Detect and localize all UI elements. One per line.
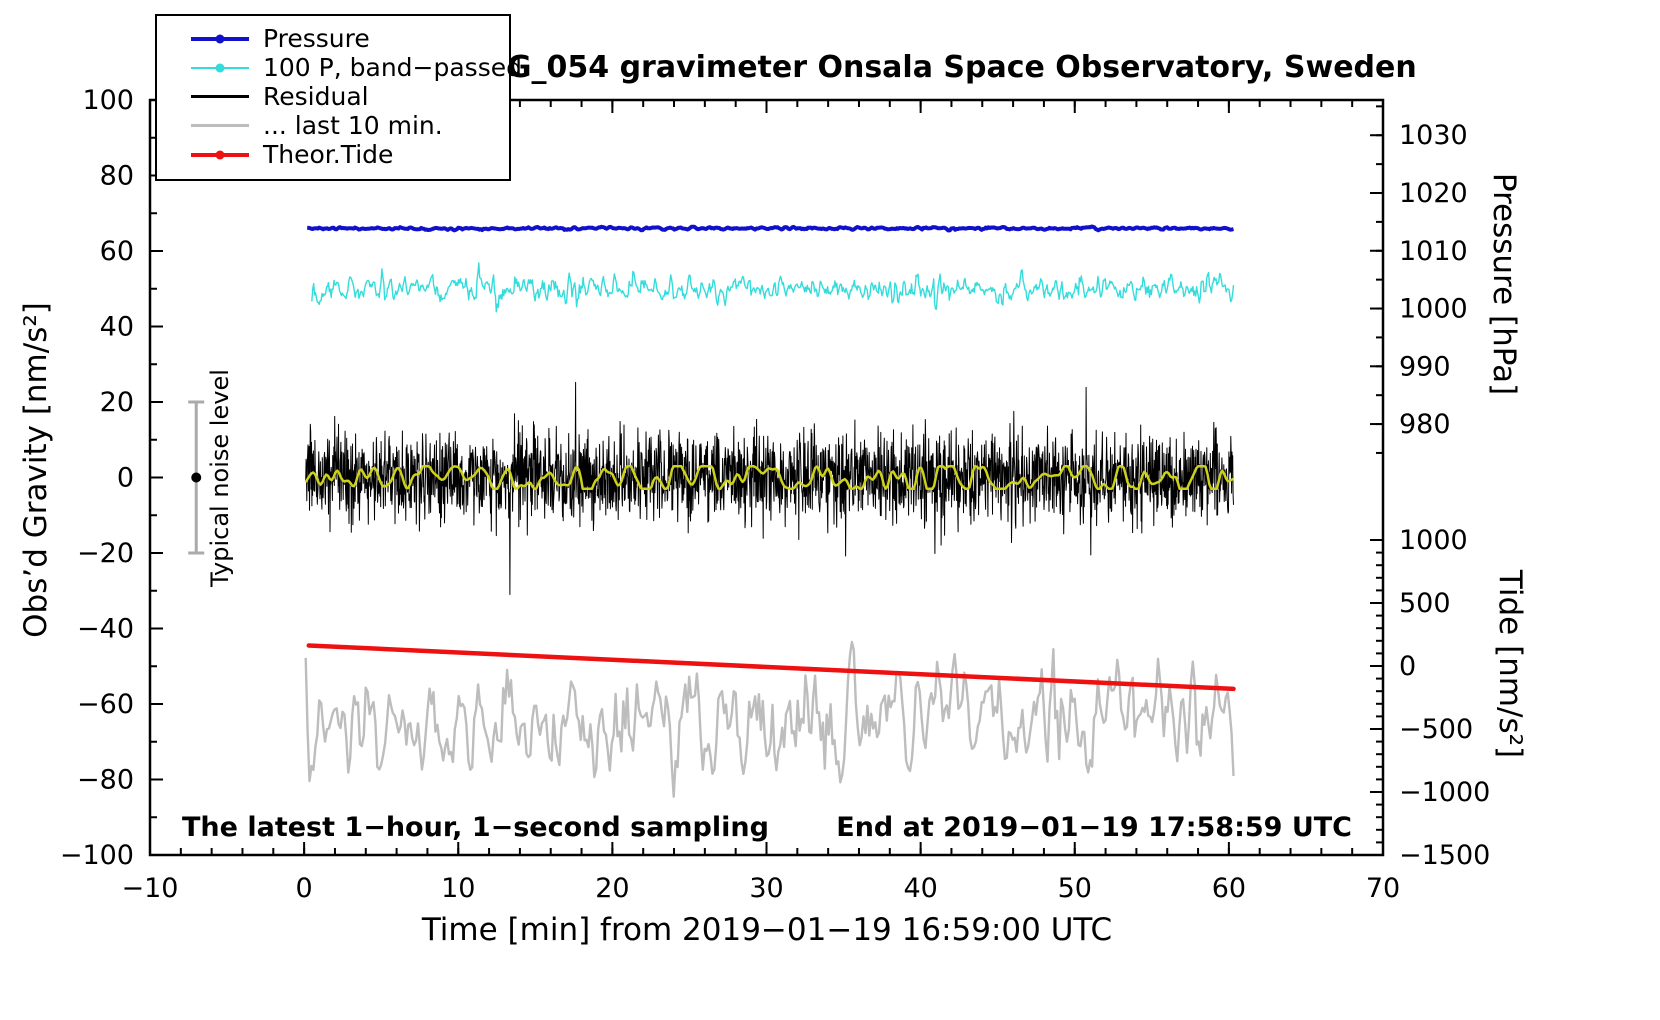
svg-text:1010: 1010 (1399, 236, 1468, 267)
svg-text:1030: 1030 (1399, 120, 1468, 151)
legend-label: Theor.Tide (263, 140, 394, 169)
svg-text:−100: −100 (60, 840, 134, 871)
svg-text:990: 990 (1399, 351, 1451, 382)
svg-text:1020: 1020 (1399, 178, 1468, 209)
legend-item-last10min: ... last 10 min. (157, 111, 509, 140)
svg-text:0: 0 (1399, 651, 1416, 682)
legend-item-theor-tide: Theor.Tide (157, 140, 509, 169)
chart-title: SCG_054 gravimeter Onsala Space Observat… (463, 50, 1417, 85)
last10min-line-icon (191, 111, 249, 140)
svg-text:−80: −80 (77, 765, 134, 796)
svg-text:−500: −500 (1399, 714, 1473, 745)
svg-text:100: 100 (82, 85, 134, 116)
svg-text:80: 80 (100, 161, 134, 192)
end-time-annotation: End at 2019−01−19 17:58:59 UTC (836, 812, 1352, 843)
svg-text:500: 500 (1399, 588, 1451, 619)
svg-text:0: 0 (296, 873, 313, 904)
legend-label: ... last 10 min. (263, 111, 443, 140)
legend: Pressure 100 P, band−passed Residual ...… (155, 14, 522, 181)
svg-text:30: 30 (749, 873, 783, 904)
svg-text:0: 0 (117, 463, 134, 494)
svg-text:60: 60 (100, 236, 134, 267)
x-axis-label: Time [min] from 2019−01−19 16:59:00 UTC (421, 912, 1113, 948)
svg-text:980: 980 (1399, 409, 1451, 440)
legend-item-bandpassed: 100 P, band−passed (157, 53, 522, 82)
svg-text:70: 70 (1366, 873, 1400, 904)
y-axis-label-pressure: Pressure [hPa] (1486, 172, 1522, 396)
svg-text:−40: −40 (77, 614, 134, 645)
noise-level-label: Typical noise level (206, 369, 234, 587)
svg-text:40: 40 (903, 873, 937, 904)
y-axis-label-gravity: Obs’d Gravity [nm/s²] (18, 302, 54, 638)
pressure-line-dot-icon (191, 24, 249, 53)
svg-text:40: 40 (100, 312, 134, 343)
svg-text:−20: −20 (77, 538, 134, 569)
residual-line-icon (191, 82, 249, 111)
svg-text:60: 60 (1212, 873, 1246, 904)
legend-item-pressure: Pressure (157, 24, 509, 53)
svg-text:1000: 1000 (1399, 525, 1468, 556)
svg-text:10: 10 (441, 873, 475, 904)
svg-text:20: 20 (100, 387, 134, 418)
svg-text:−10: −10 (122, 873, 179, 904)
svg-text:−1500: −1500 (1399, 840, 1490, 871)
sampling-annotation: The latest 1−hour, 1−second sampling (182, 812, 769, 843)
legend-label: Residual (263, 82, 369, 111)
bandpassed-line-dot-icon (191, 53, 249, 82)
y-axis-label-tide: Tide [nm/s²] (1492, 569, 1528, 759)
svg-text:−1000: −1000 (1399, 777, 1490, 808)
legend-item-residual: Residual (157, 82, 509, 111)
svg-text:1000: 1000 (1399, 294, 1468, 325)
svg-text:20: 20 (595, 873, 629, 904)
tide-line-dot-icon (191, 140, 249, 169)
legend-label: Pressure (263, 24, 370, 53)
legend-label: 100 P, band−passed (263, 53, 522, 82)
svg-text:50: 50 (1058, 873, 1092, 904)
svg-text:−60: −60 (77, 689, 134, 720)
